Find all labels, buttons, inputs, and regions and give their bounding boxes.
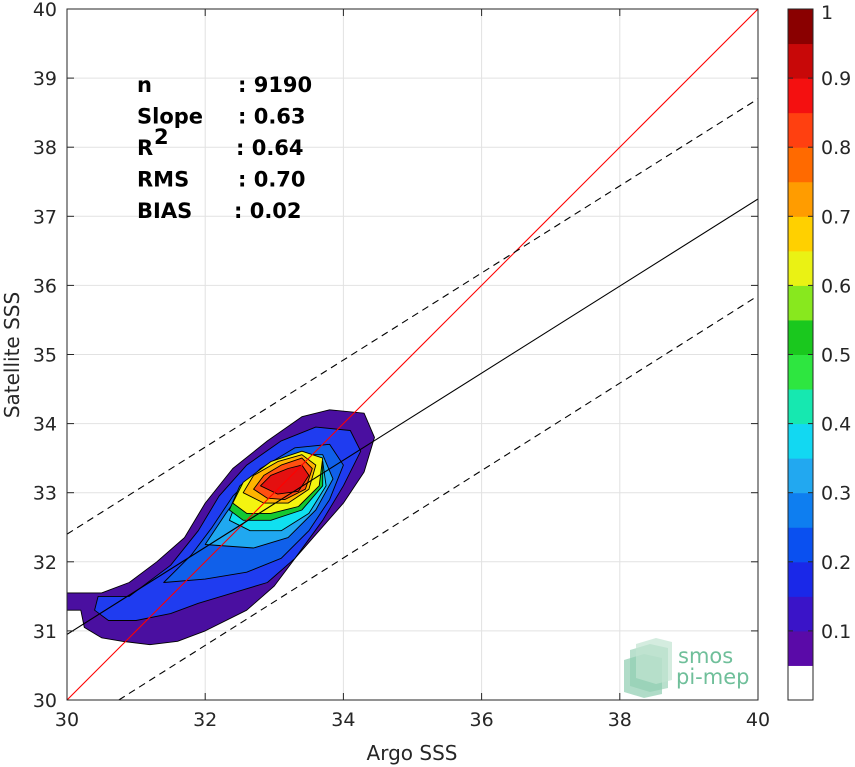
logo-icon (624, 638, 672, 698)
colorbar-block-2 (788, 596, 813, 632)
colorbar-block-10 (788, 319, 813, 355)
colorbar-block-8 (788, 389, 813, 425)
stat-value-4: : 0.02 (234, 199, 302, 223)
y-tick-label-5: 35 (33, 345, 57, 367)
colorbar-block-5 (788, 492, 813, 528)
y-tick-label-2: 32 (33, 552, 57, 574)
line-regression (67, 198, 758, 635)
contours (67, 409, 375, 646)
y-tick-label-6: 36 (33, 275, 57, 297)
stat-label-0: n (137, 73, 152, 97)
colorbar-tick-label-0: 0.1 (821, 621, 851, 643)
stat-label-sup-2: 2 (154, 125, 169, 149)
stat-value-1: : 0.63 (238, 105, 306, 129)
y-tick-label-1: 31 (33, 621, 57, 643)
colorbar-block-15 (788, 147, 813, 183)
stat-label-1: Slope (137, 105, 203, 129)
x-tick-label-5: 40 (746, 709, 770, 731)
colorbar-block-17 (788, 78, 813, 114)
logo-line2: pi-mep (676, 665, 749, 689)
y-tick-label-4: 34 (33, 414, 57, 436)
contour-level-9 (260, 464, 310, 495)
colorbar-block-12 (788, 250, 813, 286)
colorbar-blocks (788, 9, 813, 701)
colorbar-tick-label-7: 0.8 (821, 137, 851, 159)
colorbar-tick-label-8: 0.9 (821, 68, 851, 90)
smos-pimep-logo: smos pi-mep (624, 638, 749, 698)
colorbar-tick-label-4: 0.5 (821, 345, 851, 367)
y-tick-label-7: 37 (33, 206, 57, 228)
colorbar-block-0 (788, 665, 813, 701)
stat-label-2: R (137, 136, 153, 160)
colorbar-block-14 (788, 181, 813, 217)
logo-line1: smos (678, 644, 733, 668)
x-tick-label-0: 30 (55, 709, 79, 731)
plot-area: n : 9190 Slope : 0.63 R 2 : 0.64 RMS : 0.70 BIAS:… (0, 0, 770, 765)
line-lower-bound (118, 295, 758, 700)
colorbar-tick-label-2: 0.3 (821, 483, 851, 505)
stat-value-2: : 0.64 (236, 136, 304, 160)
line-one-to-one (67, 9, 758, 700)
colorbar-block-9 (788, 354, 813, 390)
colorbar-block-6 (788, 458, 813, 494)
reference-lines (67, 9, 758, 700)
y-tick-label-8: 38 (33, 137, 57, 159)
x-tick-label-1: 32 (193, 709, 217, 731)
x-axis-label: Argo SSS (367, 741, 458, 765)
y-tick-label-9: 39 (33, 68, 57, 90)
y-tick-label-0: 30 (33, 690, 57, 712)
colorbar-tick-label-5: 0.6 (821, 275, 851, 297)
colorbar-tick-label-9: 1 (821, 2, 833, 24)
colorbar-block-13 (788, 216, 813, 252)
x-tick-label-4: 38 (608, 709, 632, 731)
colorbar-tick-label-3: 0.4 (821, 414, 851, 436)
colorbar-block-16 (788, 112, 813, 148)
colorbar-block-19 (788, 9, 813, 45)
y-tick-label-10: 40 (33, 0, 57, 21)
x-axis-ticks: 30 32 34 36 38 40 (55, 9, 770, 731)
line-upper-bound (67, 98, 758, 535)
colorbar-block-7 (788, 423, 813, 459)
x-tick-label-3: 36 (470, 709, 494, 731)
colorbar-block-4 (788, 527, 813, 563)
x-tick-label-2: 34 (331, 709, 355, 731)
y-axis-ticks: 30 31 32 33 34 35 36 37 38 39 40 (33, 0, 758, 712)
colorbar-ticks: 0.1 0.2 0.3 0.4 0.5 0.6 0.7 0.8 0.9 1 (788, 2, 851, 643)
colorbar-block-3 (788, 561, 813, 597)
stat-value-3: : 0.70 (238, 168, 306, 192)
colorbar-tick-label-6: 0.7 (821, 206, 851, 228)
colorbar-block-1 (788, 630, 813, 666)
stat-value-0: : 9190 (238, 73, 312, 97)
colorbar-tick-label-1: 0.2 (821, 552, 851, 574)
colorbar-block-11 (788, 285, 813, 321)
stat-label-4: BIAS (137, 199, 192, 223)
colorbar: 0.1 0.2 0.3 0.4 0.5 0.6 0.7 0.8 0.9 1 (787, 2, 851, 701)
y-tick-label-3: 33 (33, 483, 57, 505)
y-axis-label: Satellite SSS (0, 292, 24, 418)
stats-annotation: n : 9190 Slope : 0.63 R 2 : 0.64 RMS : 0.70 BIAS:… (137, 73, 312, 223)
colorbar-block-18 (788, 43, 813, 79)
stat-label-3: RMS (137, 168, 189, 192)
